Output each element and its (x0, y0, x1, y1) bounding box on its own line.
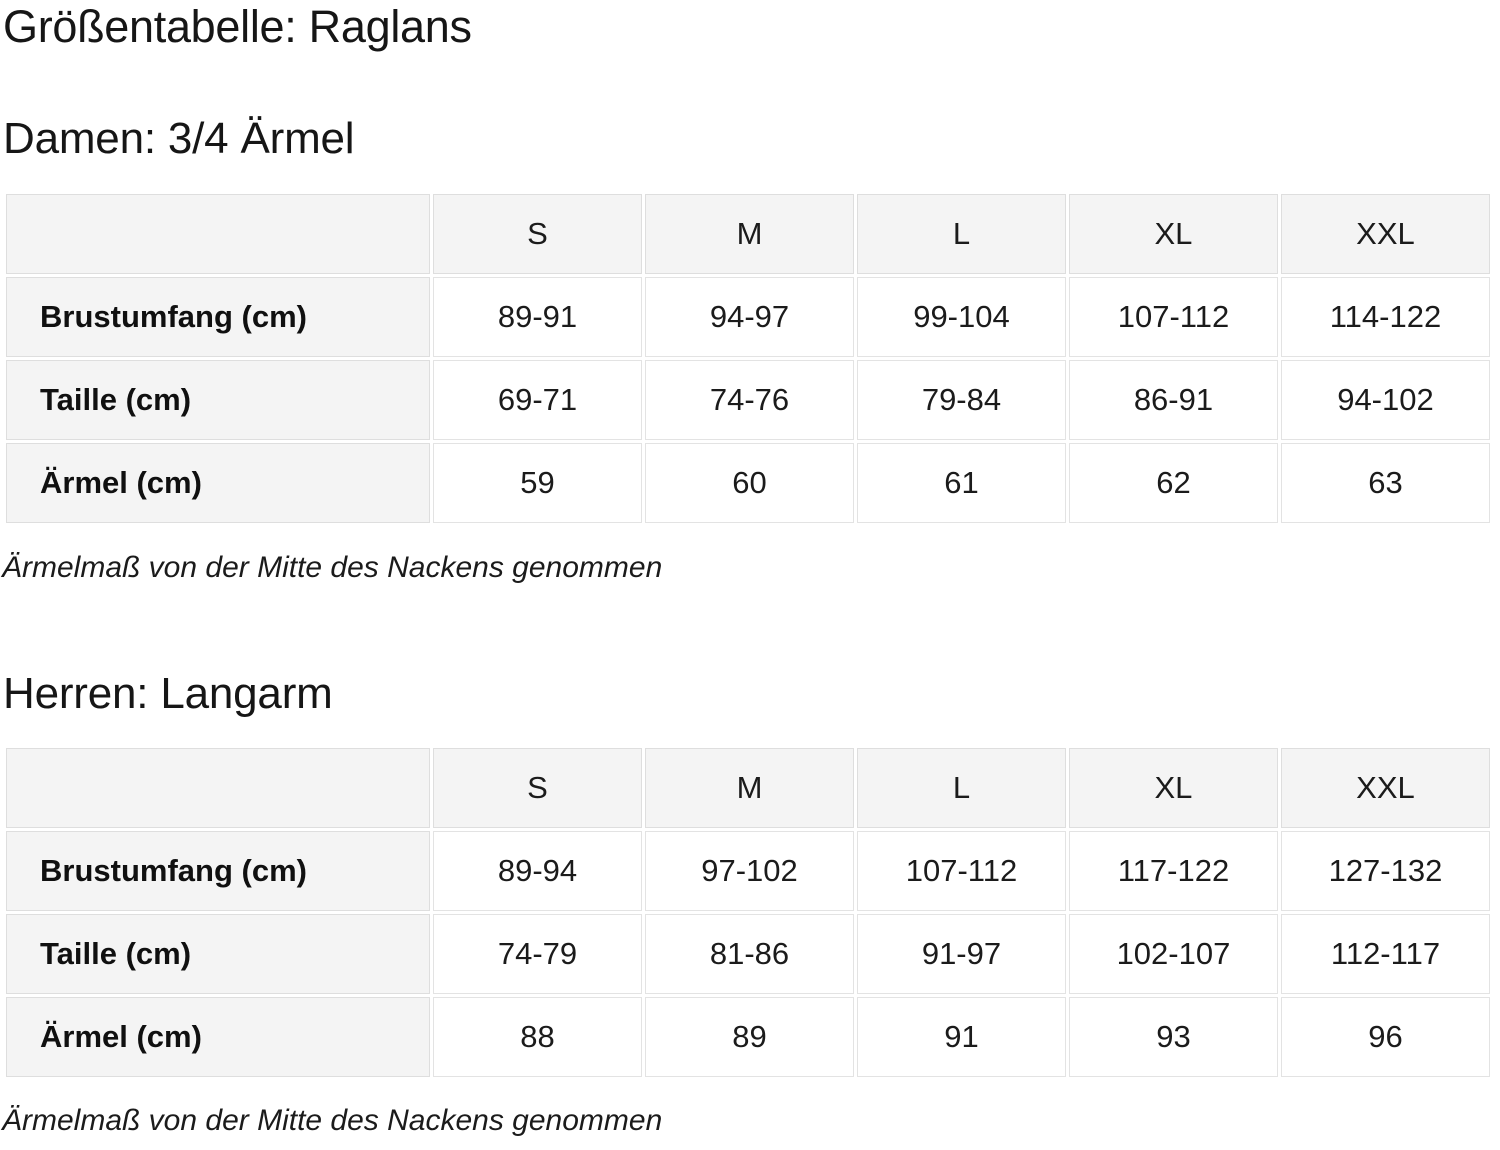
page-title: Größentabelle: Raglans (3, 1, 472, 52)
cell-waist-l: 91-97 (856, 914, 1066, 994)
table-corner-cell (6, 194, 431, 274)
table-row: Ärmel (cm) 88 89 91 93 96 (6, 997, 1490, 1077)
footnote-women: Ärmelmaß von der Mitte des Nackens genom… (2, 551, 663, 584)
cell-waist-xxl: 94-102 (1280, 360, 1490, 440)
column-header-m: M (645, 194, 854, 274)
cell-waist-s: 69-71 (433, 360, 642, 440)
column-header-xxl: XXL (1280, 194, 1490, 274)
section-heading-women: Damen: 3/4 Ärmel (3, 114, 355, 163)
table-row: Brustumfang (cm) 89-91 94-97 99-104 107-… (6, 277, 1490, 357)
row-label-chest: Brustumfang (cm) (6, 277, 431, 357)
section-heading-men: Herren: Langarm (3, 669, 333, 718)
column-header-xl: XL (1068, 748, 1278, 828)
cell-chest-l: 99-104 (856, 277, 1066, 357)
table-header-women: S M L XL XXL (6, 194, 1490, 274)
column-header-s: S (433, 748, 642, 828)
cell-sleeve-m: 89 (645, 997, 854, 1077)
column-header-xxl: XXL (1280, 748, 1490, 828)
cell-chest-xl: 117-122 (1068, 831, 1278, 911)
cell-sleeve-xl: 62 (1068, 443, 1278, 523)
table-row: Brustumfang (cm) 89-94 97-102 107-112 11… (6, 831, 1490, 911)
row-label-sleeve: Ärmel (cm) (6, 997, 431, 1077)
row-label-chest: Brustumfang (cm) (6, 831, 431, 911)
cell-sleeve-l: 91 (856, 997, 1066, 1077)
cell-waist-xxl: 112-117 (1280, 914, 1490, 994)
cell-chest-xxl: 114-122 (1280, 277, 1490, 357)
cell-waist-xl: 102-107 (1068, 914, 1278, 994)
column-header-l: L (856, 748, 1066, 828)
cell-waist-m: 81-86 (645, 914, 854, 994)
table-body-men: Brustumfang (cm) 89-94 97-102 107-112 11… (6, 831, 1490, 1077)
row-label-sleeve: Ärmel (cm) (6, 443, 431, 523)
cell-waist-l: 79-84 (856, 360, 1066, 440)
table-row: Taille (cm) 69-71 74-76 79-84 86-91 94-1… (6, 360, 1490, 440)
cell-chest-m: 94-97 (645, 277, 854, 357)
cell-chest-xxl: 127-132 (1280, 831, 1490, 911)
table-header-row: S M L XL XXL (6, 194, 1490, 274)
cell-chest-xl: 107-112 (1068, 277, 1278, 357)
cell-chest-m: 97-102 (645, 831, 854, 911)
table-header-row: S M L XL XXL (6, 748, 1490, 828)
cell-sleeve-xxl: 63 (1280, 443, 1490, 523)
cell-chest-s: 89-91 (433, 277, 642, 357)
cell-chest-s: 89-94 (433, 831, 642, 911)
cell-waist-s: 74-79 (433, 914, 642, 994)
table-body-women: Brustumfang (cm) 89-91 94-97 99-104 107-… (6, 277, 1490, 523)
cell-sleeve-s: 88 (433, 997, 642, 1077)
row-label-waist: Taille (cm) (6, 914, 431, 994)
table-row: Ärmel (cm) 59 60 61 62 63 (6, 443, 1490, 523)
cell-sleeve-l: 61 (856, 443, 1066, 523)
table-corner-cell (6, 748, 431, 828)
column-header-l: L (856, 194, 1066, 274)
cell-sleeve-m: 60 (645, 443, 854, 523)
cell-sleeve-xl: 93 (1068, 997, 1278, 1077)
table-header-men: S M L XL XXL (6, 748, 1490, 828)
column-header-m: M (645, 748, 854, 828)
row-label-waist: Taille (cm) (6, 360, 431, 440)
table-row: Taille (cm) 74-79 81-86 91-97 102-107 11… (6, 914, 1490, 994)
cell-sleeve-s: 59 (433, 443, 642, 523)
size-table-men: S M L XL XXL Brustumfang (cm) 89-94 97-1… (3, 745, 1493, 1080)
cell-sleeve-xxl: 96 (1280, 997, 1490, 1077)
column-header-s: S (433, 194, 642, 274)
cell-waist-xl: 86-91 (1068, 360, 1278, 440)
cell-waist-m: 74-76 (645, 360, 854, 440)
column-header-xl: XL (1068, 194, 1278, 274)
footnote-men: Ärmelmaß von der Mitte des Nackens genom… (2, 1104, 663, 1137)
size-table-women: S M L XL XXL Brustumfang (cm) 89-91 94-9… (3, 191, 1493, 526)
cell-chest-l: 107-112 (856, 831, 1066, 911)
